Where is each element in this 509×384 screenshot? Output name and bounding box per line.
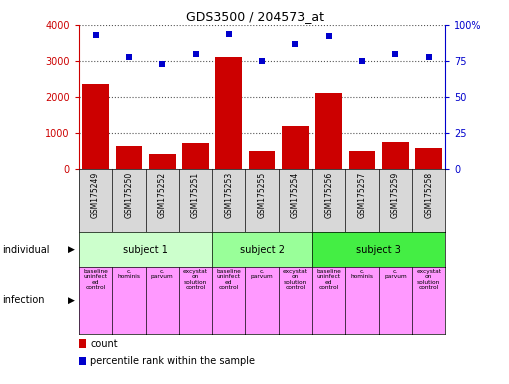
Text: GSM175259: GSM175259 [391, 172, 400, 218]
Text: GSM175258: GSM175258 [424, 172, 433, 218]
Text: excystat
on
solution
control: excystat on solution control [283, 269, 308, 290]
Text: subject 1: subject 1 [123, 245, 168, 255]
Text: c.
hominis: c. hominis [351, 269, 374, 279]
Bar [415, 149, 442, 169]
Point [391, 51, 400, 57]
Text: GSM175250: GSM175250 [124, 172, 133, 218]
Bar [116, 146, 142, 169]
Point [358, 58, 366, 64]
Point [425, 53, 433, 60]
Text: baseline
uninfect
ed
control: baseline uninfect ed control [316, 269, 341, 290]
Text: c.
parvum: c. parvum [384, 269, 407, 279]
Text: c.
parvum: c. parvum [151, 269, 174, 279]
Text: subject 3: subject 3 [356, 245, 401, 255]
Text: GSM175257: GSM175257 [358, 172, 366, 218]
Bar [316, 93, 342, 169]
Text: ▶: ▶ [68, 245, 75, 254]
Point [225, 31, 233, 37]
Point [325, 33, 333, 40]
Text: GSM175253: GSM175253 [224, 172, 233, 218]
Text: ▶: ▶ [68, 296, 75, 305]
Bar [382, 142, 409, 169]
Point [191, 51, 200, 57]
Bar [282, 126, 309, 169]
Text: c.
hominis: c. hominis [118, 269, 140, 279]
Point [291, 41, 299, 47]
Bar [82, 84, 109, 169]
Bar [182, 143, 209, 169]
Text: excystat
on
solution
control: excystat on solution control [183, 269, 208, 290]
Text: GSM175249: GSM175249 [91, 172, 100, 218]
Text: baseline
uninfect
ed
control: baseline uninfect ed control [83, 269, 108, 290]
Text: GSM175252: GSM175252 [158, 172, 166, 218]
Text: GSM175255: GSM175255 [258, 172, 267, 218]
Point [125, 53, 133, 60]
Bar [215, 57, 242, 169]
Point [92, 32, 100, 38]
Text: GDS3500 / 204573_at: GDS3500 / 204573_at [185, 10, 324, 23]
Text: GSM175251: GSM175251 [191, 172, 200, 218]
Text: infection: infection [3, 295, 45, 306]
Text: excystat
on
solution
control: excystat on solution control [416, 269, 441, 290]
Text: GSM175254: GSM175254 [291, 172, 300, 218]
Text: percentile rank within the sample: percentile rank within the sample [90, 356, 255, 366]
Point [158, 61, 166, 67]
Bar [349, 151, 376, 169]
Text: c.
parvum: c. parvum [251, 269, 273, 279]
Text: count: count [90, 339, 118, 349]
Text: individual: individual [3, 245, 50, 255]
Bar [249, 151, 275, 169]
Text: subject 2: subject 2 [240, 245, 285, 255]
Text: baseline
uninfect
ed
control: baseline uninfect ed control [216, 269, 241, 290]
Text: GSM175256: GSM175256 [324, 172, 333, 218]
Point [258, 58, 266, 64]
Bar [149, 154, 176, 169]
